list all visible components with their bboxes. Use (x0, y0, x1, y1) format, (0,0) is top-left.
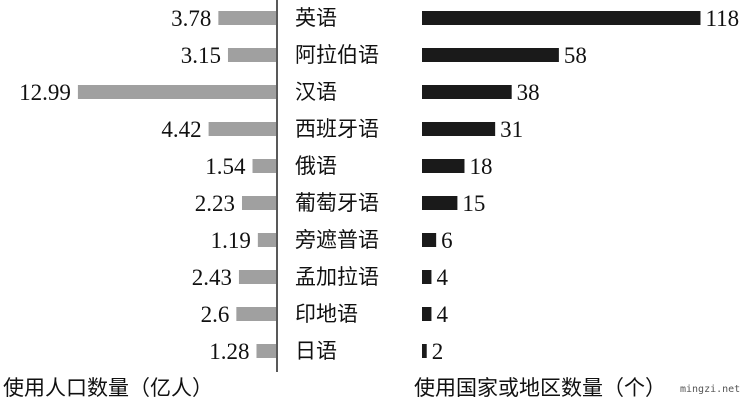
category-label: 西班牙语 (295, 117, 379, 141)
left-bar (252, 159, 276, 173)
right-bar (422, 307, 432, 321)
left-axis-title: 使用人口数量（亿人） (3, 376, 213, 400)
left-value-label: 3.15 (181, 43, 221, 68)
left-bar (257, 233, 276, 247)
right-value-label: 15 (462, 191, 485, 216)
category-label: 阿拉伯语 (295, 43, 379, 67)
left-value-label: 1.28 (209, 339, 249, 364)
left-value-label: 4.42 (161, 117, 201, 142)
right-bar (422, 270, 432, 284)
right-bar (422, 48, 559, 62)
right-bar (422, 344, 427, 358)
category-label: 日语 (295, 339, 337, 363)
right-bar (422, 233, 437, 247)
left-bar (218, 11, 276, 25)
left-bar (236, 307, 276, 321)
right-bar (422, 85, 512, 99)
category-label: 葡萄牙语 (295, 191, 379, 215)
watermark: mingzi.net (680, 384, 740, 395)
category-label: 印地语 (295, 302, 358, 326)
right-value-label: 2 (432, 339, 444, 364)
left-bar (238, 270, 276, 284)
right-value-label: 58 (564, 43, 587, 68)
right-value-label: 38 (517, 80, 540, 105)
category-label: 汉语 (295, 80, 337, 104)
left-bar (241, 196, 276, 210)
left-value-label: 3.78 (171, 6, 211, 31)
left-value-label: 2.23 (195, 191, 235, 216)
right-axis-title: 使用国家或地区数量（个） (414, 376, 666, 400)
left-bar (77, 85, 276, 99)
right-bar (422, 122, 496, 136)
right-bar (422, 196, 458, 210)
right-value-label: 4 (436, 265, 448, 290)
left-bar (227, 48, 276, 62)
left-value-label: 1.19 (211, 228, 251, 253)
right-value-label: 4 (436, 302, 448, 327)
left-value-label: 1.54 (205, 154, 246, 179)
left-value-label: 2.43 (192, 265, 232, 290)
right-value-label: 18 (469, 154, 492, 179)
right-bar (422, 159, 465, 173)
right-value-label: 6 (441, 228, 453, 253)
category-label: 旁遮普语 (295, 228, 379, 252)
right-value-label: 118 (705, 6, 739, 31)
category-label: 孟加拉语 (295, 265, 379, 289)
category-label: 英语 (295, 6, 337, 30)
left-bar (256, 344, 276, 358)
right-value-label: 31 (500, 117, 523, 142)
left-value-label: 12.99 (19, 80, 71, 105)
right-bar (422, 11, 701, 25)
left-value-label: 2.6 (201, 302, 230, 327)
category-label: 俄语 (295, 154, 337, 178)
left-bar (208, 122, 276, 136)
